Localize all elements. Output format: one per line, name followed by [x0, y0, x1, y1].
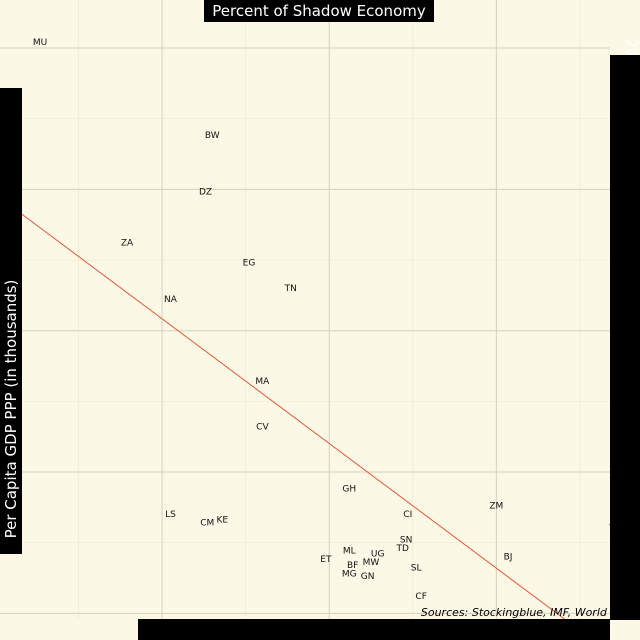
- point-label-ml: ML: [343, 547, 356, 557]
- gridlines: [0, 0, 610, 619]
- point-label-sn: SN: [400, 535, 412, 545]
- point-label-na: NA: [164, 295, 178, 305]
- point-label-mu: MU: [33, 38, 47, 48]
- data-points: MUBWDZZAEGTNNAMACVGHZMCILSKECMTZSNTDMLUG…: [33, 38, 621, 602]
- point-label-dz: DZ: [199, 188, 212, 198]
- y-axis-bar: [610, 55, 640, 620]
- point-label-bj: BJ: [504, 552, 513, 562]
- chart-title: Percent of Shadow Economy: [204, 0, 434, 22]
- point-label-ug: UG: [371, 549, 385, 559]
- point-label-mw: MW: [363, 558, 380, 568]
- point-label-bw: BW: [205, 131, 220, 141]
- point-label-td: TD: [396, 544, 409, 554]
- point-label-za: ZA: [121, 239, 134, 249]
- source-note: Sources: Stockingblue, IMF, World Bank: [420, 606, 638, 619]
- point-label-gn: GN: [361, 572, 375, 582]
- point-label-ke: KE: [216, 516, 228, 526]
- point-label-tn: TN: [284, 284, 297, 294]
- point-label-cf: CF: [415, 592, 426, 602]
- point-label-ci: CI: [403, 510, 412, 520]
- x-axis-bar: [138, 619, 610, 640]
- point-label-gh: GH: [342, 484, 356, 494]
- point-label-eg: EG: [243, 258, 256, 268]
- trend-line-group: [0, 197, 594, 640]
- trend-line: [0, 197, 594, 640]
- point-label-zm: ZM: [489, 501, 503, 511]
- point-label-sl: SL: [411, 564, 422, 574]
- point-label-bf: BF: [347, 561, 358, 571]
- y-tick-label: 20: [623, 39, 639, 57]
- point-label-mg: MG: [342, 569, 357, 579]
- point-label-ma: MA: [255, 377, 270, 387]
- y-axis-label-box: Per Capita GDP PPP (in thousands): [0, 88, 22, 554]
- point-label-ls: LS: [165, 510, 176, 520]
- point-label-et: ET: [320, 555, 332, 565]
- point-label-cv: CV: [256, 422, 269, 432]
- point-label-cm: CM: [200, 518, 214, 528]
- y-axis-label: Per Capita GDP PPP (in thousands): [2, 279, 20, 539]
